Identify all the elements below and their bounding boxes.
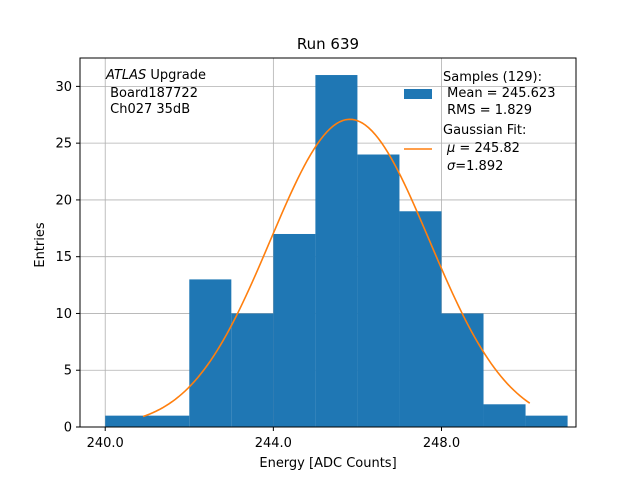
histogram-bars <box>105 75 568 428</box>
y-tick-label: 0 <box>64 421 72 436</box>
y-axis-ticks: 0 5 10 15 20 25 30 <box>55 80 80 436</box>
annotation-upgrade: Upgrade <box>146 68 206 83</box>
y-tick-label: 25 <box>55 137 72 152</box>
legend-fit-label: Gaussian Fit: <box>443 123 526 138</box>
x-axis-ticks: 240.0 244.0 248.0 <box>87 427 460 451</box>
histogram-bar <box>231 313 274 427</box>
histogram-bar <box>189 279 232 427</box>
legend-samples-swatch <box>404 89 432 99</box>
atlas-annotation: ATLAS Upgrade Board187722 Ch027 35dB <box>105 68 206 117</box>
x-axis-label: Energy [ADC Counts] <box>259 456 396 471</box>
y-tick-label: 5 <box>64 364 72 379</box>
mu-value: = 245.82 <box>455 141 520 156</box>
chart-title: Run 639 <box>297 35 359 53</box>
annotation-board: Board187722 <box>106 86 198 101</box>
sigma-symbol: σ <box>447 159 456 174</box>
legend-samples-rms: RMS = 1.829 <box>443 103 532 118</box>
gaussian-fit-curve <box>142 118 531 418</box>
histogram-bar <box>357 154 400 427</box>
histogram-bar <box>441 313 484 427</box>
annotation-line-1: ATLAS Upgrade <box>105 68 206 83</box>
annotation-atlas: ATLAS <box>105 68 146 83</box>
y-tick-label: 20 <box>55 193 72 208</box>
y-axis-label: Entries <box>33 222 48 268</box>
histogram-bar <box>315 75 358 428</box>
legend-fit-sigma: σ=1.892 <box>447 159 503 174</box>
histogram-bar <box>399 211 442 427</box>
legend-samples-label: Samples (129): <box>443 70 542 85</box>
x-tick-label: 244.0 <box>255 436 292 451</box>
mu-symbol: μ <box>446 141 455 156</box>
histogram-bar <box>483 404 526 427</box>
legend-fit-mu: μ = 245.82 <box>446 141 520 156</box>
annotation-channel: Ch027 35dB <box>106 102 190 117</box>
y-tick-label: 10 <box>55 307 72 322</box>
gaussian-fit <box>142 118 531 418</box>
legend-samples-mean: Mean = 245.623 <box>443 86 555 101</box>
histogram-bar <box>105 415 190 427</box>
y-tick-label: 15 <box>55 250 72 265</box>
histogram-bar <box>525 415 568 427</box>
x-tick-label: 248.0 <box>423 436 460 451</box>
y-tick-label: 30 <box>55 80 72 95</box>
sigma-value: =1.892 <box>455 159 503 174</box>
histogram-bar <box>273 233 316 427</box>
legend: Samples (129): Mean = 245.623 RMS = 1.82… <box>404 70 555 174</box>
x-tick-label: 240.0 <box>87 436 124 451</box>
plot-frame <box>79 57 577 428</box>
